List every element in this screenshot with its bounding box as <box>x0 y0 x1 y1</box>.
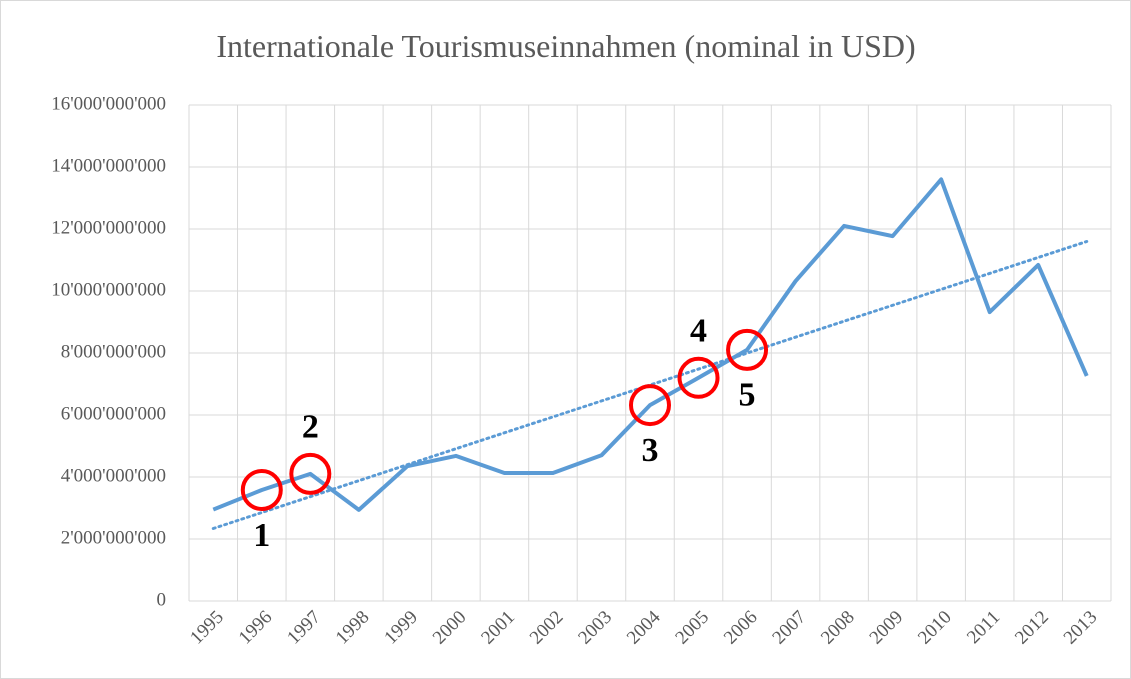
y-tick-label: 14'000'000'000 <box>51 155 166 176</box>
annotation-circle <box>629 384 671 427</box>
annotation-label: 5 <box>739 377 756 414</box>
annotation-circle <box>240 469 283 512</box>
y-tick-label: 12'000'000'000 <box>51 217 166 238</box>
data-line <box>212 177 1089 512</box>
y-tick-label: 0 <box>157 589 167 610</box>
y-tick-label: 2'000'000'000 <box>61 527 166 548</box>
trendline <box>211 240 1089 530</box>
annotation-label: 4 <box>690 313 707 350</box>
y-tick-label: 4'000'000'000 <box>61 465 166 486</box>
y-tick-label: 8'000'000'000 <box>61 341 166 362</box>
annotation-circle <box>289 452 332 495</box>
y-tick-label: 10'000'000'000 <box>51 279 166 300</box>
annotation-circle <box>726 328 769 371</box>
y-tick-label: 6'000'000'000 <box>61 403 166 424</box>
annotation-label: 2 <box>302 409 319 446</box>
y-tick-label: 16'000'000'000 <box>51 93 166 114</box>
annotation-label: 3 <box>642 432 659 469</box>
annotation-circle <box>677 356 720 399</box>
chart-title: Internationale Tourismuseinnahmen (nomin… <box>216 28 915 64</box>
annotation-label: 1 <box>253 517 270 554</box>
